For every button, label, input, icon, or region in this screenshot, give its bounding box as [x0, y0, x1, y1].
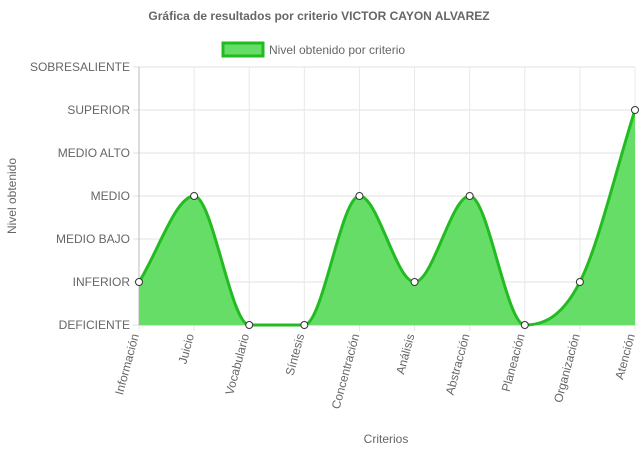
data-point[interactable] [300, 321, 309, 329]
y-tick-label: INFERIOR [73, 275, 131, 289]
chart-title: Gráfica de resultados por criterio VICTO… [148, 9, 489, 23]
y-tick-label: MEDIO [91, 189, 130, 203]
x-tick-label: Organización [551, 332, 583, 404]
x-axis-title: Criterios [364, 432, 409, 446]
data-point[interactable] [631, 106, 639, 114]
series-line [137, 109, 637, 327]
x-tick-label: Síntesis [283, 332, 308, 377]
y-tick-label: SOBRESALIENTE [30, 60, 130, 74]
x-tick-label: Planeación [499, 332, 528, 393]
data-point[interactable] [465, 192, 474, 200]
data-point[interactable] [355, 192, 364, 200]
data-point[interactable] [520, 321, 529, 329]
y-tick-label: SUPERIOR [67, 103, 130, 117]
data-point[interactable] [245, 321, 254, 329]
x-tick-label: Información [112, 332, 142, 396]
data-point[interactable] [135, 278, 143, 286]
x-tick-label: Abstracción [443, 332, 473, 396]
data-point[interactable] [190, 192, 199, 200]
x-tick-label: Atención [612, 332, 638, 381]
y-tick-label: MEDIO ALTO [58, 146, 130, 160]
data-point[interactable] [575, 278, 584, 286]
x-tick-label: Concentración [329, 332, 363, 410]
legend-label: Nivel obtenido por criterio [269, 43, 405, 57]
data-point[interactable] [410, 278, 419, 286]
y-axis: DEFICIENTE INFERIOR MEDIO BAJO MEDIO MEDIO A… [30, 60, 130, 332]
x-tick-label: Análisis [393, 332, 417, 376]
series-area-fill [139, 110, 635, 325]
x-tick-label: Vocabulario [222, 332, 252, 397]
x-tick-label: Juicio [176, 332, 198, 366]
plot-area [135, 106, 639, 329]
x-axis: Información Juicio Vocabulario Síntesis Conc… [112, 332, 638, 411]
legend-swatch [221, 41, 265, 58]
y-tick-label: MEDIO BAJO [56, 232, 130, 246]
y-axis-title: Nivel obtenido [5, 158, 19, 234]
y-tick-label: DEFICIENTE [59, 318, 130, 332]
legend[interactable]: Nivel obtenido por criterio [221, 41, 405, 58]
